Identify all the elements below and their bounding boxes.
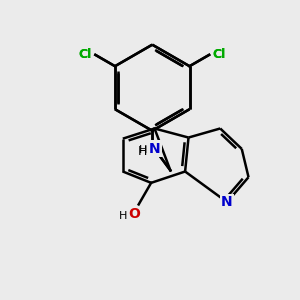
Text: Cl: Cl [79,48,92,62]
Text: N: N [149,142,160,156]
Text: H: H [139,145,147,155]
Text: Cl: Cl [79,48,92,62]
Text: H: H [118,211,127,221]
Text: H: H [137,145,147,158]
Text: Cl: Cl [212,48,226,62]
Text: N: N [221,195,233,209]
Text: Cl: Cl [212,48,226,62]
Text: O: O [128,207,140,221]
Text: N: N [149,142,160,156]
